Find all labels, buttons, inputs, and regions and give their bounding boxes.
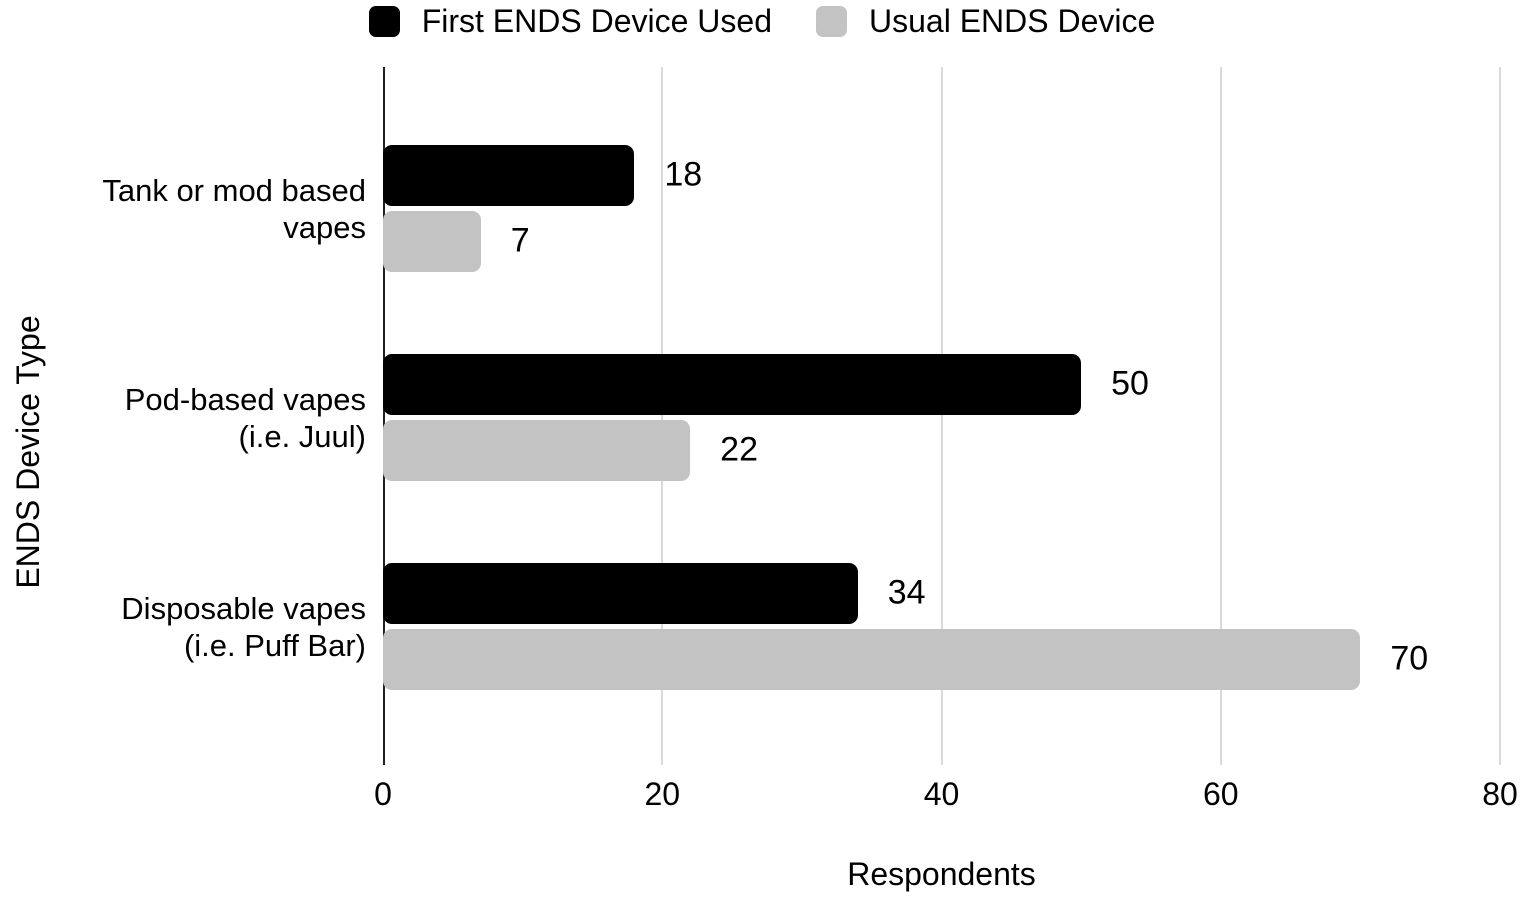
- bar-first-ends-device-used: [383, 145, 635, 206]
- data-label: 22: [720, 430, 758, 469]
- x-tick-label: 0: [374, 776, 392, 812]
- grid-line: [1499, 67, 1501, 765]
- legend-item: First ENDS Device Used: [368, 3, 772, 39]
- grid-line: [940, 67, 943, 765]
- category-label-line: Pod-based vapes: [124, 381, 366, 417]
- x-axis-zero-line: [383, 67, 385, 765]
- bar-usual-ends-device: [383, 629, 1361, 690]
- x-axis-title: Respondents: [847, 856, 1036, 892]
- bar-usual-ends-device: [383, 211, 481, 272]
- data-label: 70: [1390, 639, 1429, 678]
- category-label: Disposable vapes (i.e. Puff Bar): [0, 590, 366, 664]
- category-label-line: (i.e. Puff Bar): [183, 627, 366, 663]
- chart-legend: First ENDS Device Used Usual ENDS Device: [0, 2, 1524, 40]
- bar-first-ends-device-used: [383, 563, 858, 624]
- legend-label: First ENDS Device Used: [421, 3, 772, 39]
- legend-swatch-icon: [368, 5, 400, 37]
- legend-swatch-icon: [815, 5, 847, 37]
- category-label: Pod-based vapes (i.e. Juul): [0, 381, 366, 455]
- plot-area: 18 50 34 7 22 70: [383, 67, 1501, 765]
- x-tick-label: 80: [1482, 776, 1518, 812]
- grid-line: [661, 67, 664, 765]
- grid-line: [1219, 67, 1222, 765]
- x-tick-label: 60: [1202, 776, 1239, 812]
- category-label-line: (i.e. Juul): [238, 418, 366, 454]
- category-label-line: vapes: [283, 209, 366, 245]
- data-label: 34: [887, 573, 926, 612]
- bar-usual-ends-device: [383, 420, 691, 481]
- legend-label: Usual ENDS Device: [868, 3, 1156, 39]
- category-label: Tank or mod based vapes: [0, 172, 366, 246]
- category-label-line: Disposable vapes: [121, 590, 366, 626]
- data-label: 50: [1111, 364, 1149, 403]
- bar-first-ends-device-used: [383, 354, 1082, 415]
- x-tick-label: 40: [923, 776, 960, 812]
- data-label: 7: [510, 221, 530, 260]
- category-label-line: Tank or mod based: [102, 172, 366, 208]
- data-label: 18: [664, 155, 703, 194]
- legend-item: Usual ENDS Device: [815, 3, 1156, 39]
- x-tick-label: 20: [644, 776, 681, 812]
